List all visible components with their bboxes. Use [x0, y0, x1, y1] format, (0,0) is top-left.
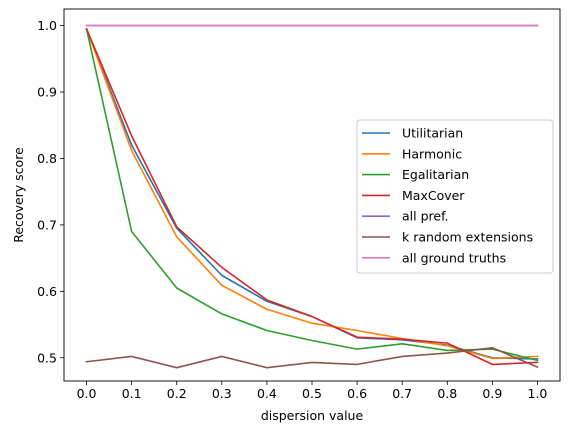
legend-label-4: all pref.	[402, 209, 449, 224]
legend-label-0: Utilitarian	[402, 126, 463, 141]
legend: Utilitarian Harmonic Egalitarian MaxCover al…	[356, 119, 554, 274]
legend-label-5: k random extensions	[402, 230, 533, 245]
y-tick-label: 1.0	[37, 18, 57, 33]
y-tick-label: 0.7	[37, 217, 57, 232]
y-tick-label: 0.6	[37, 284, 57, 299]
series-line-3	[85, 27, 539, 366]
legend-label-6: all ground truths	[402, 250, 506, 265]
x-tick-label: 1.0	[528, 386, 548, 401]
x-tick-label: 0.5	[302, 386, 322, 401]
y-tick-label: 0.5	[37, 350, 57, 365]
x-tick-label: 0.7	[392, 386, 412, 401]
x-tick-label: 0.1	[122, 386, 142, 401]
y-tick-label: 0.8	[37, 151, 57, 166]
y-axis: 0.5 0.6 0.7 0.8 0.9 1.0	[37, 18, 64, 365]
legend-label-3: MaxCover	[402, 188, 465, 203]
x-tick-label: 0.6	[347, 386, 367, 401]
x-tick-label: 0.9	[482, 386, 502, 401]
y-tick-label: 0.9	[37, 85, 57, 100]
x-tick-label: 0.2	[167, 386, 187, 401]
series-layer	[85, 24, 539, 369]
legend-label-1: Harmonic	[402, 146, 462, 161]
x-axis: 0.0 0.1 0.2 0.3 0.4 0.5 0.6 0.7 0.8 0.9 1.0	[77, 381, 548, 401]
x-axis-label: dispersion value	[261, 408, 364, 423]
legend-label-2: Egalitarian	[402, 167, 469, 182]
legend-box	[356, 119, 554, 274]
x-tick-label: 0.8	[437, 386, 457, 401]
y-axis-label: Recovery score	[11, 147, 26, 243]
x-tick-label: 0.4	[257, 386, 277, 401]
series-line-5	[85, 346, 539, 369]
x-tick-label: 0.0	[77, 386, 97, 401]
x-tick-label: 0.3	[212, 386, 232, 401]
